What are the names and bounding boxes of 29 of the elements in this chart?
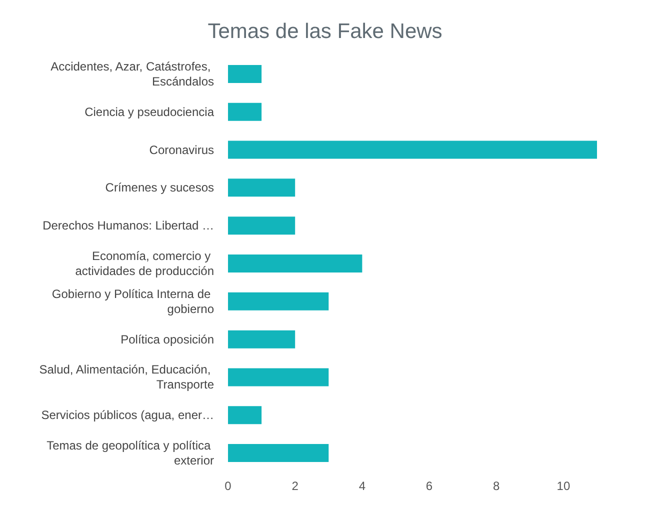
x-tick-label: 0 xyxy=(224,479,232,493)
y-tick-label: Crímenes y sucesos xyxy=(105,180,214,195)
bar xyxy=(228,368,329,386)
bar xyxy=(228,254,362,272)
y-tick-label: Servicios públicos (agua, ener… xyxy=(41,408,214,422)
bar xyxy=(228,102,262,121)
y-tick-label: Salud, Alimentación, Educación, Transporte xyxy=(39,362,214,392)
x-tick-label: 8 xyxy=(493,479,500,493)
y-tick-label: Temas de geopolítica y política exterior xyxy=(46,438,214,468)
y-tick-label: Ciencia y pseudociencia xyxy=(84,104,214,119)
x-tick-label: 4 xyxy=(358,479,366,493)
bar xyxy=(228,292,329,310)
x-tick-label: 10 xyxy=(556,479,570,493)
y-tick-label: Economía, comercio y actividades de producción xyxy=(75,249,214,278)
bar xyxy=(228,330,296,348)
y-tick-label: Gobierno y Política Interna de gobierno xyxy=(52,286,214,316)
bar xyxy=(228,444,329,462)
y-tick-label: Política oposición xyxy=(120,332,214,346)
y-tick-label: Coronavirus xyxy=(149,142,214,157)
chart-title: Temas de las Fake News xyxy=(208,20,442,43)
y-tick-label: Derechos Humanos: Libertad … xyxy=(42,218,214,233)
bar xyxy=(228,64,262,83)
y-tick-label: Accidentes, Azar, Catástrofes, Escándalos xyxy=(50,59,214,88)
x-tick-label: 2 xyxy=(292,479,299,493)
bar xyxy=(228,178,296,197)
bar xyxy=(228,406,262,424)
x-tick-label: 6 xyxy=(426,479,433,493)
bar xyxy=(228,216,296,235)
bar xyxy=(228,140,597,159)
